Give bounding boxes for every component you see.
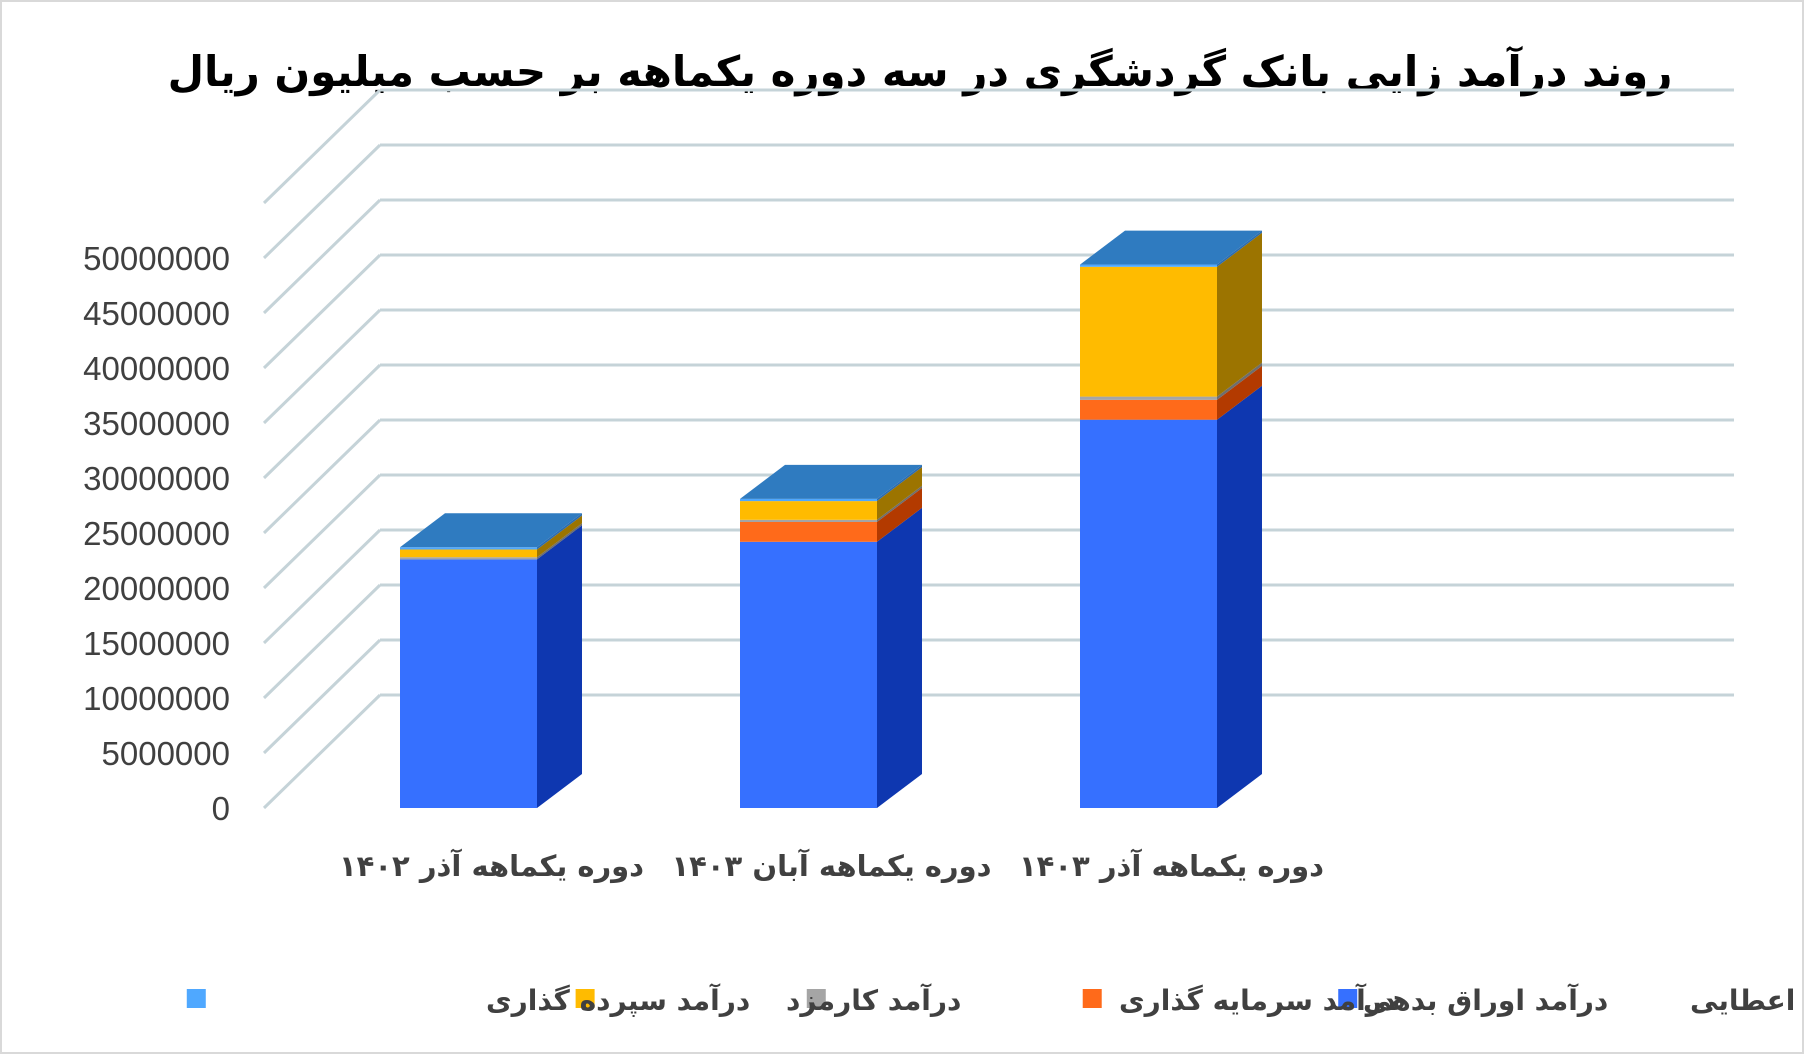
gridline-diagonal [262,88,382,205]
bar-side [877,485,922,522]
bar-side [1217,385,1262,808]
bar-side [537,513,582,550]
bars [400,230,1262,808]
legend-swatch [1338,989,1358,1008]
y-tick-label: 35000000 [83,405,230,442]
bar-segment [740,498,877,502]
gridline-diagonal [262,308,382,425]
y-tick-label: 40000000 [83,350,230,387]
bar-segment [740,541,877,808]
x-tick-label: دوره یکماهه آبان ۱۴۰۳ [671,848,991,883]
x-tick-label: دوره یکماهه آذر ۱۴۰۲ [339,848,644,883]
gridline-diagonal [262,253,382,370]
bar-segment [400,559,537,808]
y-tick-label: 50000000 [83,240,230,277]
legend-label: درآمد سرمایه گذاری [1119,983,1396,1017]
bar-side [877,488,922,542]
gridline-diagonal [262,418,382,535]
legend-label: درآمد سپرده گذاری [486,983,750,1017]
y-tick-label: 30000000 [83,460,230,497]
y-tick-label: 0 [212,790,230,827]
y-tick-label: 10000000 [83,680,230,717]
gridline-diagonal [262,473,382,590]
bar-segment [740,519,877,522]
x-tick-label: دوره یکماهه آذر ۱۴۰۳ [1019,848,1324,883]
bar-segment [400,547,537,550]
bar-side [877,467,922,520]
gridline-diagonal [262,363,382,480]
bar-side [877,464,922,502]
gridline-diagonal [262,143,382,260]
legend-label: درآمد تسهیلات اعطایی [1690,983,1802,1017]
bar-segment [1080,399,1217,420]
x-axis-ticks: دوره یکماهه آذر ۱۴۰۲ دوره یکماهه آبان ۱۴۰… [339,848,1324,883]
gridline-diagonal [262,198,382,315]
bar-segment [740,501,877,520]
legend-label: درآمد اوراق بدهی [1363,983,1608,1017]
bar-side [1217,365,1262,420]
bar-segment [1080,266,1217,397]
bar-side [537,525,582,808]
gridline-diagonal [262,638,382,755]
legend-swatch [186,989,206,1008]
y-axis-ticks: 0 5000000 10000000 15000000 20000000 25000000… [83,240,230,827]
bar-segment [400,549,537,558]
legend-swatch [1082,989,1102,1008]
bar-side [1217,232,1262,397]
bar-side [537,515,582,558]
legend-swatch [806,989,826,1008]
bar-side [1217,362,1262,400]
gridline-diagonal [262,583,382,700]
y-tick-label: 15000000 [83,625,230,662]
gridline-diagonal [262,693,382,810]
y-tick-label: 5000000 [102,735,230,772]
bar-side [1217,230,1262,267]
bar-segment [1080,264,1217,267]
gridline-diagonal [262,528,382,645]
bar-segment [400,557,537,560]
gridlines [262,88,1734,810]
y-tick-label: 25000000 [83,515,230,552]
legend-label: درآمد کارمزد [786,983,961,1017]
bar-side [537,523,582,560]
bar-top [1080,230,1262,265]
bar-segment [1080,396,1217,400]
bar-top [400,513,582,548]
bar-side [877,507,922,808]
legend-swatch [575,989,595,1008]
bar-segment [740,522,877,542]
y-tick-label: 45000000 [83,295,230,332]
bar-segment [1080,419,1217,808]
bar-top [740,464,922,499]
y-tick-label: 20000000 [83,570,230,607]
